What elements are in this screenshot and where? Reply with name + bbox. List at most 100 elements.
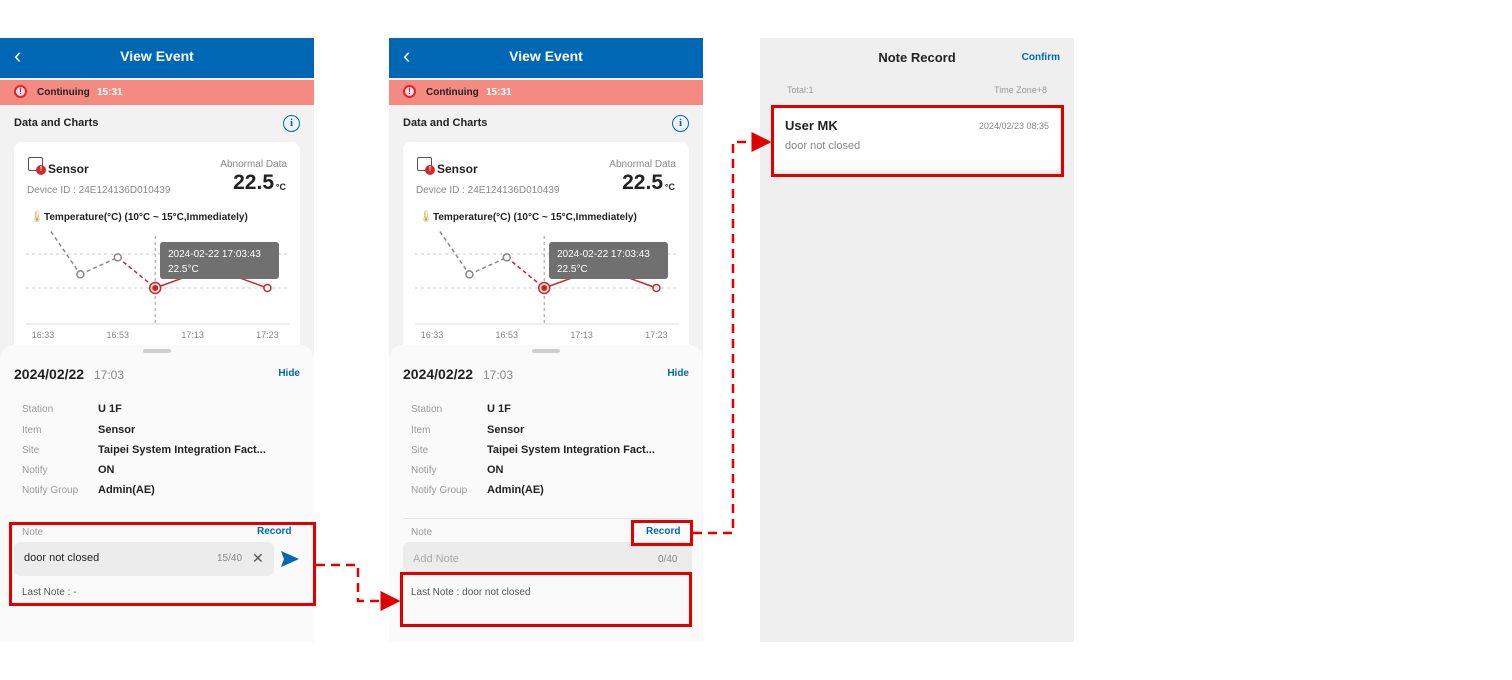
arrow-record-to-note-record bbox=[693, 132, 772, 535]
tooltip-time: 2024-02-22 17:03:43 bbox=[168, 249, 261, 260]
alert-status: Continuing bbox=[426, 87, 479, 98]
view-event-screen-2: ‹ View Event ! Continuing 15:31 Data and… bbox=[389, 38, 703, 642]
item-label: Item bbox=[22, 425, 42, 436]
site-value: Taipei System Integration Fact... bbox=[487, 444, 655, 456]
data-point bbox=[263, 283, 272, 293]
sensor-name: Sensor bbox=[48, 162, 89, 176]
send-icon[interactable] bbox=[281, 551, 299, 567]
info-icon[interactable]: i bbox=[283, 115, 300, 132]
sensor-icon bbox=[28, 157, 43, 171]
x-tick-label: 17:13 bbox=[181, 330, 204, 340]
data-point-selected-core bbox=[541, 285, 548, 291]
sensor-card: ! Sensor Device ID : 24E124136D010439 Ab… bbox=[14, 142, 300, 372]
station-value: U 1F bbox=[98, 403, 122, 415]
temperature-chart[interactable]: 16:33 16:53 17:13 17:23 2024-02-22 17:03:43 2… bbox=[403, 230, 689, 380]
data-point bbox=[465, 270, 474, 279]
station-label: Station bbox=[22, 404, 54, 415]
highlight-note-record bbox=[771, 105, 1064, 177]
notify-label: Notify bbox=[411, 465, 437, 476]
event-detail-sheet: 2024/02/22 17:03 Hide Station U 1F Item … bbox=[0, 345, 314, 642]
hide-button[interactable]: Hide bbox=[278, 368, 300, 379]
notify-group-value: Admin(AE) bbox=[487, 484, 544, 496]
x-tick-label: 16:33 bbox=[421, 330, 444, 340]
alert-time: 15:31 bbox=[97, 87, 123, 98]
data-point bbox=[76, 270, 85, 279]
warning-badge-icon: ! bbox=[425, 165, 435, 175]
data-point-selected-core bbox=[152, 285, 159, 291]
confirm-button[interactable]: Confirm bbox=[1021, 52, 1060, 63]
note-input-placeholder: Add Note bbox=[413, 553, 459, 565]
event-detail-sheet: 2024/02/22 17:03 Hide Station U 1F Item … bbox=[389, 345, 703, 642]
site-label: Site bbox=[411, 445, 429, 456]
data-point bbox=[502, 253, 512, 262]
item-value: Sensor bbox=[98, 424, 136, 436]
tooltip-box bbox=[549, 242, 668, 279]
note-input[interactable]: door not closed 15/40 ✕ bbox=[14, 542, 274, 576]
abnormal-label: Abnormal Data bbox=[220, 159, 287, 170]
x-tick-label: 17:23 bbox=[256, 330, 279, 340]
abnormal-unit: °C bbox=[664, 182, 675, 192]
tooltip-value: 22.5°C bbox=[168, 264, 199, 275]
notify-value: ON bbox=[487, 464, 504, 476]
page-title: View Event bbox=[120, 48, 194, 64]
record-link[interactable]: Record bbox=[646, 526, 681, 537]
alert-status: Continuing bbox=[37, 87, 90, 98]
sensor-name: Sensor bbox=[437, 162, 478, 176]
temperature-chart[interactable]: 16:33 16:53 17:13 17:23 2024-02-22 17:03:43 2… bbox=[14, 230, 300, 380]
tooltip-value: 22.5°C bbox=[557, 264, 588, 275]
temperature-label: Temperature(°C) (10°C ~ 15°C,Immediately… bbox=[433, 212, 637, 223]
note-input[interactable]: Add Note 0/40 bbox=[403, 542, 692, 576]
notify-group-label: Notify Group bbox=[411, 485, 468, 496]
x-tick-label: 16:53 bbox=[107, 330, 130, 340]
last-note: Last Note : - bbox=[22, 587, 77, 598]
site-value: Taipei System Integration Fact... bbox=[98, 444, 266, 456]
site-label: Site bbox=[22, 445, 40, 456]
abnormal-label: Abnormal Data bbox=[609, 159, 676, 170]
thermometer-icon: 🌡 bbox=[30, 211, 44, 223]
back-chevron-icon[interactable]: ‹ bbox=[14, 43, 22, 68]
note-user: User MK bbox=[785, 118, 838, 133]
note-record-item: User MK 2024/02/23 08:35 door not closed bbox=[774, 108, 1060, 170]
notify-value: ON bbox=[98, 464, 115, 476]
view-event-screen-1: ‹ View Event ! Continuing 15:31 Data and… bbox=[0, 38, 314, 642]
app-header: ‹ View Event bbox=[389, 38, 703, 78]
note-datetime: 2024/02/23 08:35 bbox=[978, 121, 1049, 131]
page-title: View Event bbox=[509, 48, 583, 64]
clear-icon[interactable]: ✕ bbox=[252, 550, 264, 566]
time-zone: Time Zone+8 bbox=[994, 85, 1047, 95]
divider bbox=[403, 518, 689, 519]
section-title: Data and Charts bbox=[14, 117, 99, 129]
device-id: Device ID : 24E124136D010439 bbox=[27, 185, 171, 196]
event-date: 2024/02/22 bbox=[403, 366, 474, 382]
device-id: Device ID : 24E124136D010439 bbox=[416, 185, 560, 196]
item-value: Sensor bbox=[487, 424, 525, 436]
hide-button[interactable]: Hide bbox=[667, 368, 689, 379]
abnormal-unit: °C bbox=[275, 182, 286, 192]
data-point bbox=[113, 253, 123, 262]
drag-handle[interactable] bbox=[532, 349, 560, 353]
record-link[interactable]: Record bbox=[257, 526, 292, 537]
station-label: Station bbox=[411, 404, 443, 415]
arrow-note-to-last-note bbox=[316, 563, 401, 611]
highlight-record-link bbox=[631, 520, 693, 546]
temperature-label: Temperature(°C) (10°C ~ 15°C,Immediately… bbox=[44, 212, 248, 223]
event-date: 2024/02/22 bbox=[14, 366, 85, 382]
abnormal-value: 22.5 bbox=[622, 171, 663, 194]
item-label: Item bbox=[411, 425, 431, 436]
notify-group-value: Admin(AE) bbox=[98, 484, 155, 496]
note-label: Note bbox=[411, 527, 433, 538]
status-banner: ! Continuing 15:31 bbox=[389, 80, 703, 105]
x-tick-label: 17:23 bbox=[645, 330, 668, 340]
x-tick-label: 16:33 bbox=[32, 330, 55, 340]
highlight-note-box-1 bbox=[9, 522, 316, 606]
drag-handle[interactable] bbox=[143, 349, 171, 353]
status-banner: ! Continuing 15:31 bbox=[0, 80, 314, 105]
notify-group-label: Notify Group bbox=[22, 485, 79, 496]
info-icon[interactable]: i bbox=[672, 115, 689, 132]
note-char-count: 0/40 bbox=[658, 554, 678, 565]
back-chevron-icon[interactable]: ‹ bbox=[403, 43, 411, 68]
series-line bbox=[506, 256, 545, 289]
notify-label: Notify bbox=[22, 465, 48, 476]
abnormal-value: 22.5 bbox=[233, 171, 274, 194]
page-title: Note Record bbox=[878, 50, 956, 65]
